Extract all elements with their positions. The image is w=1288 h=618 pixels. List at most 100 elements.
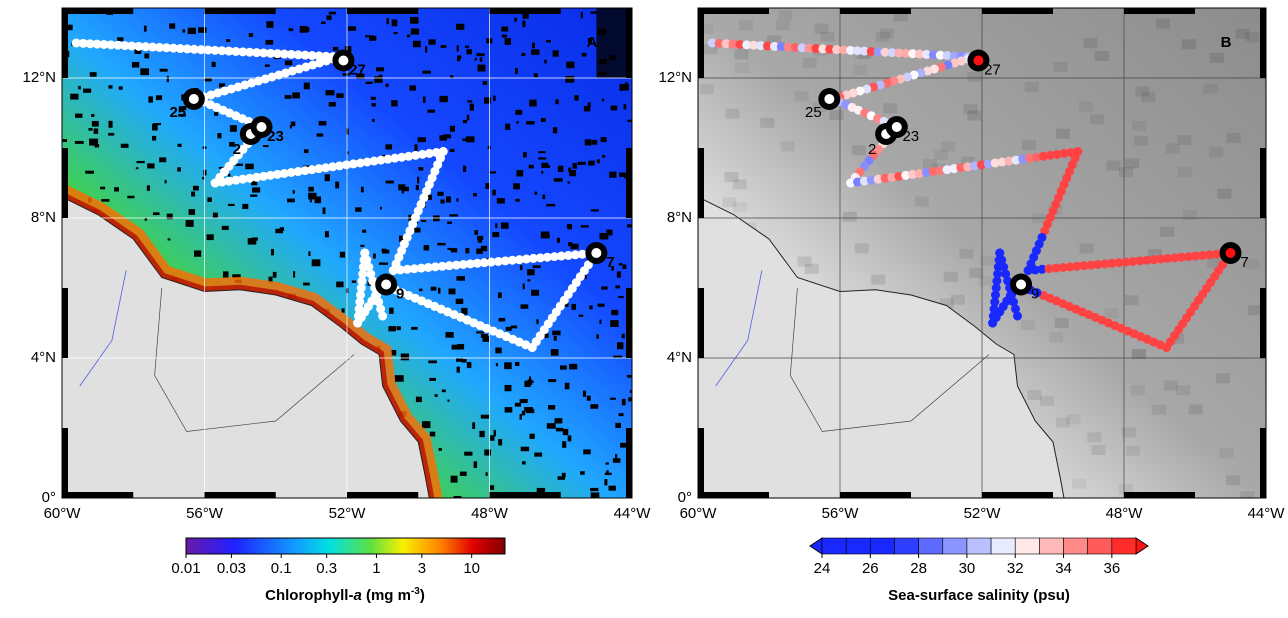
cloud-mask [391,19,398,27]
cloud-mask [449,214,459,217]
cloud-mask [514,402,521,407]
track-point [901,48,911,58]
frame-bar [204,492,276,498]
track-point [841,90,851,100]
frame-bar [698,492,769,498]
track-point [1114,258,1124,268]
cloud-mask [193,250,202,257]
track-point [206,90,216,100]
cloud-mask [465,136,475,143]
frame-bar [1124,8,1195,14]
cloud-mask [144,53,150,59]
track-point [721,39,731,49]
cloud-mask [322,207,326,215]
cloud-mask [445,332,454,338]
cloud-mask [477,235,484,241]
track-point [928,167,938,177]
colorbar-ramp [185,537,506,555]
cloud-mask [398,184,406,191]
cloud-mask [303,149,309,154]
cloud-mask [569,363,578,370]
salinity-cell [1175,385,1190,396]
cloud-mask [114,187,119,192]
cloud-mask [275,228,283,234]
salinity-cell [963,104,978,115]
cloud-mask [555,427,564,432]
station-label: 2 [233,141,241,158]
cloud-mask [264,64,270,67]
cloud-mask [347,26,357,31]
cloud-mask [303,282,310,286]
cloud-mask [439,135,448,141]
cloud-mask [108,132,115,136]
cloud-mask [456,366,460,373]
track-point [404,151,414,161]
track-point [783,42,793,52]
salinity-cell [1049,332,1064,343]
frame-bar [1260,8,1266,78]
track-point [409,264,419,274]
salinity-cell [939,298,954,309]
track-point [127,41,137,51]
track-point [358,269,368,279]
cloud-mask [456,276,465,281]
track-point [1044,264,1054,274]
salinity-cell [1053,61,1068,72]
salinity-cell [1226,475,1241,486]
cloud-mask [235,163,243,166]
track-point [1184,252,1194,262]
track-point [845,45,855,55]
salinity-cell [1217,188,1232,199]
station-label: 25 [169,104,186,121]
lat-label: 0° [42,489,56,506]
salinity-cell [871,274,886,285]
salinity-cell [1207,257,1222,268]
cloud-mask [462,165,467,172]
cloud-mask [265,39,274,45]
colorbar-bin [1014,537,1040,555]
lon-label: 56°W [822,505,860,522]
track-point [908,49,918,59]
cloud-mask [177,143,182,147]
cloud-mask [450,475,458,483]
cloud-mask [425,46,428,53]
track-point [797,43,807,53]
cloud-mask [140,68,150,76]
track-point [756,41,766,51]
cloud-mask [308,186,314,192]
cloud-mask [229,125,237,132]
cloud-mask [588,160,595,166]
cloud-mask [568,242,573,247]
cloud-mask [504,384,512,392]
salinity-cell [776,20,791,31]
track-point [928,50,938,60]
cloud-mask [192,185,199,191]
track-point [988,311,998,321]
river [79,270,127,387]
cloud-mask [623,104,627,110]
track-point [287,66,297,76]
river [715,270,763,387]
cloud-mask [456,198,459,202]
salinity-cell [961,156,976,167]
cloud-mask [378,262,388,265]
track-point [416,263,426,273]
lon-label: 48°W [1106,505,1144,522]
cloud-mask [385,180,394,184]
cloud-mask [449,148,455,153]
cloud-mask [182,29,186,33]
cloud-mask [198,27,207,33]
cloud-mask [540,118,546,123]
track-point [728,39,738,49]
colorbar-bin [966,537,992,555]
cloud-mask [591,139,598,145]
salinity-cell [1178,166,1193,177]
salinity-cell [1125,158,1140,169]
salinity-cell [923,159,938,170]
cloud-mask [580,12,583,19]
cloud-mask [477,64,486,72]
cloud-mask [536,319,539,325]
track-point [956,56,966,66]
frame-bar [489,492,561,498]
